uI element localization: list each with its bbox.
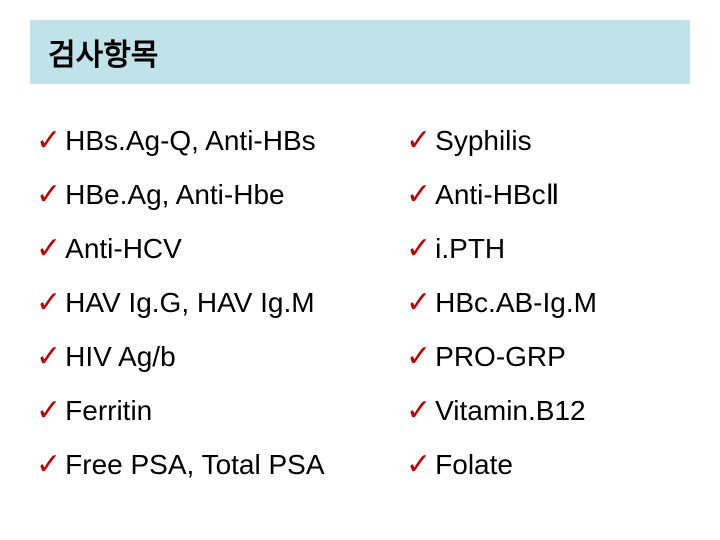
item-label: HBc.AB-Ig.M bbox=[435, 283, 597, 322]
list-item: ✓ HBs.Ag-Q, Anti-HBs bbox=[36, 120, 406, 162]
check-icon: ✓ bbox=[406, 390, 431, 432]
right-column: ✓ Syphilis ✓ Anti-HBcⅡ ✓ i.PTH ✓ HBc.AB-… bbox=[406, 120, 690, 486]
left-column: ✓ HBs.Ag-Q, Anti-HBs ✓ HBe.Ag, Anti-Hbe … bbox=[36, 120, 406, 486]
item-label: HIV Ag/b bbox=[65, 337, 176, 376]
item-label: Folate bbox=[435, 445, 513, 484]
item-label: Vitamin.B12 bbox=[435, 391, 585, 430]
check-icon: ✓ bbox=[36, 174, 61, 216]
list-item: ✓ HBc.AB-Ig.M bbox=[406, 282, 690, 324]
check-icon: ✓ bbox=[36, 120, 61, 162]
list-item: ✓ HAV Ig.G, HAV Ig.M bbox=[36, 282, 406, 324]
check-icon: ✓ bbox=[36, 444, 61, 486]
list-item: ✓ Ferritin bbox=[36, 390, 406, 432]
content-columns: ✓ HBs.Ag-Q, Anti-HBs ✓ HBe.Ag, Anti-Hbe … bbox=[30, 120, 690, 486]
item-label: Ferritin bbox=[65, 391, 152, 430]
check-icon: ✓ bbox=[36, 282, 61, 324]
item-label: PRO-GRP bbox=[435, 337, 566, 376]
check-icon: ✓ bbox=[36, 390, 61, 432]
list-item: ✓ Syphilis bbox=[406, 120, 690, 162]
item-label: Anti-HBcⅡ bbox=[435, 175, 559, 214]
check-icon: ✓ bbox=[406, 228, 431, 270]
check-icon: ✓ bbox=[406, 120, 431, 162]
list-item: ✓ i.PTH bbox=[406, 228, 690, 270]
item-label: HBs.Ag-Q, Anti-HBs bbox=[65, 121, 316, 160]
check-icon: ✓ bbox=[406, 174, 431, 216]
item-label: Free PSA, Total PSA bbox=[65, 445, 324, 484]
check-icon: ✓ bbox=[406, 336, 431, 378]
check-icon: ✓ bbox=[36, 336, 61, 378]
section-title: 검사항목 bbox=[48, 39, 158, 72]
item-label: HBe.Ag, Anti-Hbe bbox=[65, 175, 284, 214]
check-icon: ✓ bbox=[406, 444, 431, 486]
item-label: i.PTH bbox=[435, 229, 505, 268]
list-item: ✓ Vitamin.B12 bbox=[406, 390, 690, 432]
list-item: ✓ Folate bbox=[406, 444, 690, 486]
list-item: ✓ Free PSA, Total PSA bbox=[36, 444, 406, 486]
section-header: 검사항목 bbox=[30, 20, 690, 84]
check-icon: ✓ bbox=[406, 282, 431, 324]
list-item: ✓ HBe.Ag, Anti-Hbe bbox=[36, 174, 406, 216]
list-item: ✓ PRO-GRP bbox=[406, 336, 690, 378]
list-item: ✓ Anti-HCV bbox=[36, 228, 406, 270]
list-item: ✓ Anti-HBcⅡ bbox=[406, 174, 690, 216]
check-icon: ✓ bbox=[36, 228, 61, 270]
list-item: ✓ HIV Ag/b bbox=[36, 336, 406, 378]
item-label: Anti-HCV bbox=[65, 229, 182, 268]
item-label: Syphilis bbox=[435, 121, 531, 160]
item-label: HAV Ig.G, HAV Ig.M bbox=[65, 283, 314, 322]
